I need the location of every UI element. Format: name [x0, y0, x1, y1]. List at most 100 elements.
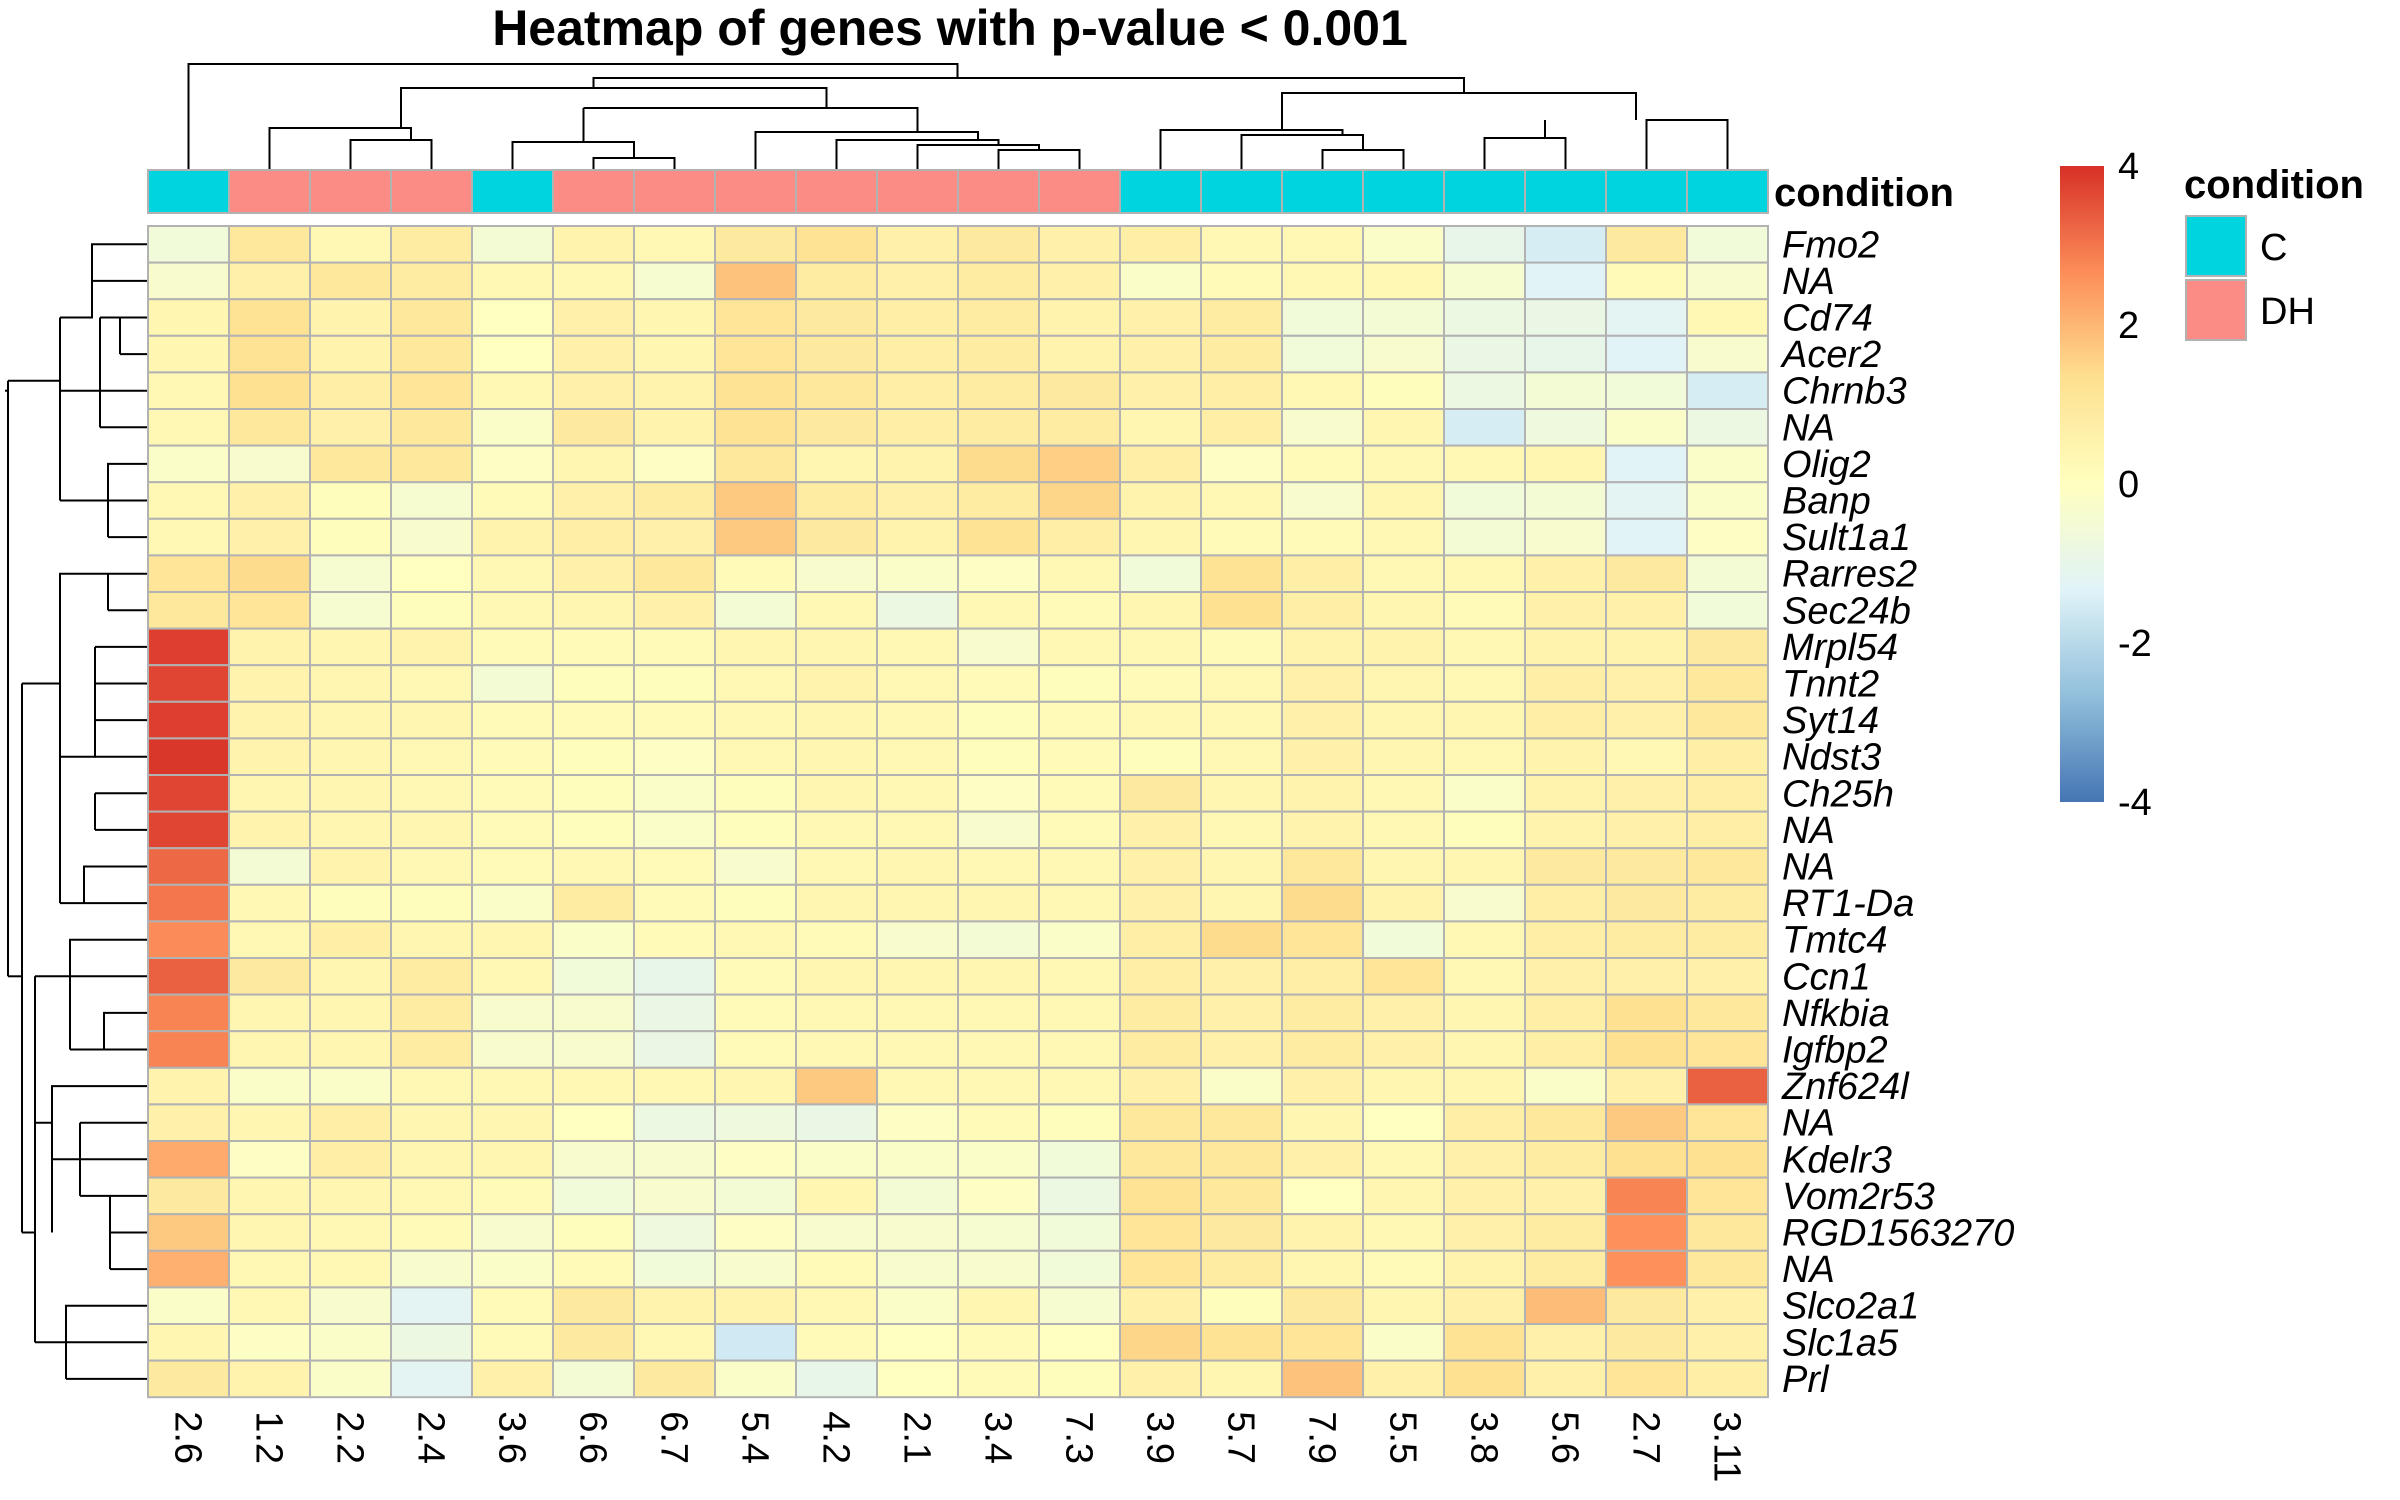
heatmap-cell [147, 1140, 230, 1179]
heatmap-cell [228, 1286, 311, 1326]
heatmap-cell [714, 883, 797, 923]
heatmap-cell [795, 481, 878, 520]
heatmap-cell [1443, 737, 1526, 777]
heatmap-cell [1686, 1249, 1769, 1289]
heatmap-cell [147, 810, 230, 850]
heatmap-cell [309, 920, 392, 960]
heatmap-cell [1038, 1176, 1121, 1216]
heatmap-cell [471, 1066, 554, 1106]
heatmap-cell [1605, 225, 1688, 264]
heatmap-cell [1524, 1103, 1607, 1143]
heatmap-cell [1605, 957, 1688, 996]
heatmap-cell [1038, 883, 1121, 923]
heatmap-cell [957, 1103, 1040, 1143]
heatmap-cell [795, 1286, 878, 1326]
heatmap-cell [876, 298, 959, 337]
heatmap-cell [1281, 225, 1364, 264]
dendrogram-branch [94, 792, 148, 831]
heatmap-cell [1524, 225, 1607, 264]
gene-label: Prl [1782, 1359, 1830, 1401]
heatmap-cell [147, 1030, 230, 1069]
heatmap-cell [552, 298, 635, 337]
heatmap-cell [390, 883, 473, 923]
heatmap-cell [309, 554, 392, 594]
heatmap-cell [1524, 957, 1607, 996]
heatmap-cell [1605, 298, 1688, 337]
annotation-cell [1524, 169, 1607, 214]
heatmap-cell [795, 1140, 878, 1179]
sample-label: 6.7 [653, 1411, 695, 1464]
color-gradient-bar [2060, 166, 2104, 802]
heatmap-cell [471, 810, 554, 850]
heatmap-cell [1605, 1176, 1688, 1216]
heatmap-cell [1281, 1286, 1364, 1326]
heatmap-cell [1038, 810, 1121, 850]
heatmap-cell [1200, 225, 1283, 264]
heatmap-cell [1119, 444, 1202, 484]
sample-label: 4.2 [815, 1411, 857, 1464]
annotation-cell [1362, 169, 1445, 214]
heatmap-cell [957, 1359, 1040, 1399]
heatmap-cell [714, 810, 797, 850]
heatmap-cell [1038, 664, 1121, 703]
heatmap-cell [1200, 957, 1283, 996]
heatmap-cell [1200, 664, 1283, 703]
heatmap-cell [1200, 1103, 1283, 1143]
heatmap-cell [1038, 481, 1121, 520]
heatmap-cell [1605, 1213, 1688, 1252]
heatmap-cell [957, 700, 1040, 740]
heatmap-cell [390, 1140, 473, 1179]
heatmap-cell [228, 810, 311, 850]
gene-label: Ndst3 [1782, 737, 1881, 779]
sample-label: 1.2 [248, 1411, 290, 1464]
heatmap-cell [1605, 261, 1688, 301]
dendrogram-branch [100, 316, 148, 356]
heatmap-cell [1281, 1140, 1364, 1179]
dendrogram-branch [69, 975, 148, 1050]
heatmap-cell [795, 957, 878, 996]
heatmap-cell [795, 774, 878, 813]
heatmap-cell [390, 993, 473, 1033]
heatmap-cell [795, 1323, 878, 1362]
heatmap-cell [876, 444, 959, 484]
dendrogram-branch [916, 144, 1040, 170]
annotation-cell [1443, 169, 1526, 214]
heatmap-cell [1605, 920, 1688, 960]
heatmap-cell [876, 1176, 959, 1216]
heatmap-cell [714, 1030, 797, 1069]
heatmap-cell [1443, 700, 1526, 740]
dendrogram-branch [1240, 134, 1364, 170]
heatmap-cell [1524, 261, 1607, 301]
heatmap-cell [1281, 1030, 1364, 1069]
annotation-cell [1038, 169, 1121, 214]
heatmap-cell [147, 883, 230, 923]
heatmap-cell [1605, 517, 1688, 557]
heatmap-cell [1038, 1286, 1121, 1326]
heatmap-cell [1605, 847, 1688, 886]
heatmap-cell [228, 957, 311, 996]
dendrogram-branch [60, 243, 148, 319]
heatmap-cell [1524, 591, 1607, 630]
heatmap-cell [1200, 1359, 1283, 1399]
heatmap-cell [1686, 1066, 1769, 1106]
heatmap-cell [1605, 774, 1688, 813]
heatmap-cell [1119, 591, 1202, 630]
heatmap-cell [633, 737, 716, 777]
heatmap-cell [1038, 1249, 1121, 1289]
heatmap-cell [1605, 810, 1688, 850]
heatmap-cell [390, 1359, 473, 1399]
heatmap-cell [1443, 554, 1526, 594]
heatmap-cell [228, 1103, 311, 1143]
heatmap-cell [876, 627, 959, 667]
heatmap-cell [1443, 408, 1526, 447]
heatmap-cell [957, 664, 1040, 703]
heatmap-cell [633, 847, 716, 886]
heatmap-cell [795, 408, 878, 447]
heatmap-cell [390, 1066, 473, 1106]
heatmap-cell [795, 334, 878, 374]
heatmap-cell [1119, 1249, 1202, 1289]
heatmap-cell [1686, 1140, 1769, 1179]
heatmap-cell [1281, 774, 1364, 813]
heatmap-cell [471, 517, 554, 557]
heatmap-cell [228, 334, 311, 374]
